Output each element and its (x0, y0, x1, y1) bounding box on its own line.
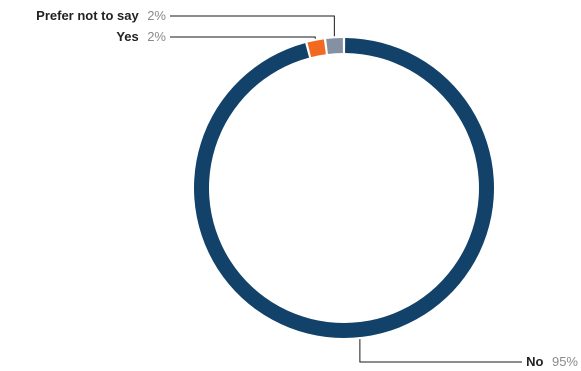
slice-label-no-value: 95% (552, 354, 578, 369)
slice-label-prefer-not-to-say-value: 2% (147, 8, 166, 23)
slice-label-no: No 95% (526, 353, 578, 370)
leader-lines (170, 15, 522, 363)
slice-label-yes-name: Yes (116, 29, 138, 44)
leader-line-yes (170, 36, 316, 39)
slice-label-no-name: No (526, 354, 543, 369)
slice-label-yes: Yes 2% (116, 28, 166, 45)
leader-line-prefer-not-to-say (170, 15, 335, 37)
slice-label-prefer-not-to-say-name: Prefer not to say (36, 8, 139, 23)
leader-line-no (359, 339, 522, 363)
slice-label-prefer-not-to-say: Prefer not to say 2% (36, 7, 166, 24)
donut-slices (193, 38, 494, 338)
slice-label-yes-value: 2% (147, 29, 166, 44)
donut-slice-yes (307, 39, 326, 58)
donut-slice-no (193, 38, 494, 338)
donut-slice-prefer-not-to-say (326, 38, 343, 54)
